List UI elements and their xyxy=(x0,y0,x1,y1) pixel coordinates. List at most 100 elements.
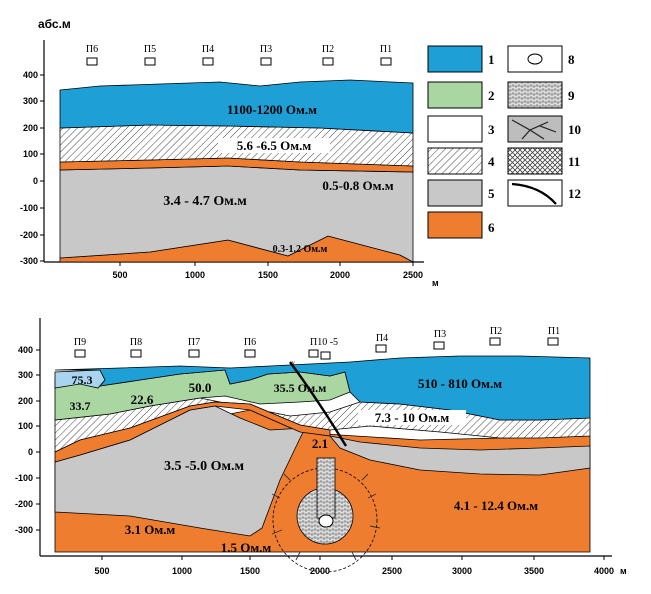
legend: 1 2 3 4 5 6 8 9 10 11 12 xyxy=(427,45,581,239)
legend-label: 12 xyxy=(568,186,581,201)
profile-2-label-22: 22.6 xyxy=(131,392,154,407)
profile-2-label-33: 33.7 xyxy=(70,399,91,413)
y-tick-label: 300 xyxy=(18,370,33,380)
profile-2-label-50: 50.0 xyxy=(189,380,212,395)
legend-swatch-4 xyxy=(427,147,483,175)
station-marker xyxy=(322,57,334,66)
x-tick-label: 2000 xyxy=(310,566,330,576)
y-tick-label: 300 xyxy=(23,96,38,106)
station-marker xyxy=(308,349,319,358)
profile-2-x-ticks: 500 1000 1500 2000 2500 3000 3500 4000 xyxy=(94,556,614,576)
station-marker xyxy=(244,349,256,358)
x-tick-label: 2000 xyxy=(330,270,350,280)
station-label: П2 xyxy=(490,326,502,337)
station-label: П1 xyxy=(548,326,560,337)
profile-2-layer-5-right xyxy=(328,435,591,476)
profile-2-layer-1-blue xyxy=(54,355,591,421)
legend-label: 6 xyxy=(488,220,495,235)
profile-1-y-title: абс.м xyxy=(38,17,71,31)
x-tick-label: 2500 xyxy=(403,270,423,280)
station-marker xyxy=(375,344,387,353)
intrusion-stem xyxy=(316,457,336,519)
legend-label: 2 xyxy=(488,88,495,103)
intrusion-outer-circle xyxy=(272,467,378,573)
profile-2-band-label-bg xyxy=(358,410,466,425)
profile-1-label-middle: 3.4 - 4.7 Ом.м xyxy=(163,194,247,209)
profile-2: м 400 300 200 100 0 -100 -200 -300 500 1… xyxy=(15,318,627,576)
legend-swatch-11 xyxy=(507,147,563,175)
legend-label: 5 xyxy=(488,186,495,201)
y-tick-label: -200 xyxy=(15,499,33,509)
y-tick-label: 400 xyxy=(23,70,38,80)
station-label: П3 xyxy=(434,329,446,340)
y-tick-label: -200 xyxy=(20,230,38,240)
legend-label: 8 xyxy=(568,52,575,67)
profile-2-label-510: 510 - 810 Ом.м xyxy=(418,376,502,391)
legend-label: 10 xyxy=(568,122,581,137)
station-marker xyxy=(74,349,86,358)
profile-2-stations: П9 П8 П7 П6 П10 -5 П4 П3 П2 П1 xyxy=(74,326,560,360)
legend-swatch-6 xyxy=(427,211,483,239)
legend-circle-icon xyxy=(527,53,543,65)
x-tick-label: 3500 xyxy=(524,566,544,576)
station-marker xyxy=(547,337,559,346)
y-tick-label: 100 xyxy=(18,421,33,431)
y-tick-label: 0 xyxy=(28,447,33,457)
profile-2-label-41: 4.1 - 12.4 Ом.м xyxy=(454,498,538,513)
profile-2-layer-6-thin xyxy=(54,401,331,463)
legend-label: 11 xyxy=(568,154,580,169)
legend-label: 1 xyxy=(488,52,495,67)
legend-fracture-icon xyxy=(511,119,557,140)
station-label: П6 xyxy=(244,337,256,348)
profile-2-label-73: 7.3 - 10 Ом.м xyxy=(375,410,450,425)
profile-2-y-ticks: 400 300 200 100 0 -100 -200 -300 xyxy=(15,345,40,535)
station-marker xyxy=(320,351,331,360)
x-tick-label: 500 xyxy=(94,566,109,576)
profile-1-stations: П6 П5 П4 П3 П2 П1 xyxy=(86,44,392,66)
station-marker xyxy=(188,349,200,358)
station-marker xyxy=(130,349,142,358)
station-marker xyxy=(489,337,501,346)
profile-1-band-label-bg xyxy=(218,138,330,153)
profile-1: абс.м м 400 300 200 100 0 -100 -200 -300… xyxy=(20,17,439,288)
profile-1-label-top: 1100-1200 Ом.м xyxy=(227,102,317,117)
y-tick-label: -300 xyxy=(15,525,33,535)
profile-1-label-right: 0.5-0.8 Ом.м xyxy=(322,178,393,193)
station-marker xyxy=(202,57,214,66)
y-tick-label: 100 xyxy=(23,149,38,159)
legend-label: 3 xyxy=(488,122,495,137)
y-tick-label: -100 xyxy=(20,203,38,213)
legend-swatch-10 xyxy=(507,115,563,143)
x-tick-label: 1500 xyxy=(258,270,278,280)
station-marker xyxy=(144,57,156,66)
profile-2-label-31: 3.1 Ом.м xyxy=(125,522,176,537)
profile-2-label-35-50: 3.5 -5.0 Ом.м xyxy=(164,459,245,474)
station-marker xyxy=(380,57,392,66)
station-label: П8 xyxy=(130,337,142,348)
y-tick-label: -300 xyxy=(20,256,38,266)
profile-1-layer-1-blue xyxy=(59,79,414,134)
legend-label: 9 xyxy=(568,88,575,103)
fault-v-mark: ᵛ xyxy=(291,359,295,370)
profile-1-x-unit: м xyxy=(432,278,439,288)
station-label: П4 xyxy=(376,333,388,344)
legend-swatch-2 xyxy=(427,81,483,109)
legend-swatch-5 xyxy=(427,179,483,207)
y-tick-label: 200 xyxy=(18,396,33,406)
profile-1-label-bottom: 0.3-1.2 Ом.м xyxy=(273,244,328,255)
profile-2-label-75: 75.3 xyxy=(72,373,93,387)
station-marker xyxy=(433,341,445,350)
station-label: П4 xyxy=(202,44,214,55)
x-tick-label: 1000 xyxy=(185,270,205,280)
station-label: П3 xyxy=(260,44,272,55)
legend-swatch-3 xyxy=(427,115,483,143)
profile-2-label-15: 1.5 Ом.м xyxy=(221,540,272,555)
profile-2-label-35: 35.5 Ом.м xyxy=(274,381,327,395)
profile-2-fault-line xyxy=(289,361,348,447)
x-tick-label: 500 xyxy=(112,270,127,280)
legend-fault-line-icon xyxy=(511,182,557,205)
intrusion-fracture-icon xyxy=(271,473,381,561)
profile-2-x-unit: м xyxy=(620,566,627,576)
x-tick-label: 3000 xyxy=(452,566,472,576)
x-tick-label: 4000 xyxy=(594,566,614,576)
